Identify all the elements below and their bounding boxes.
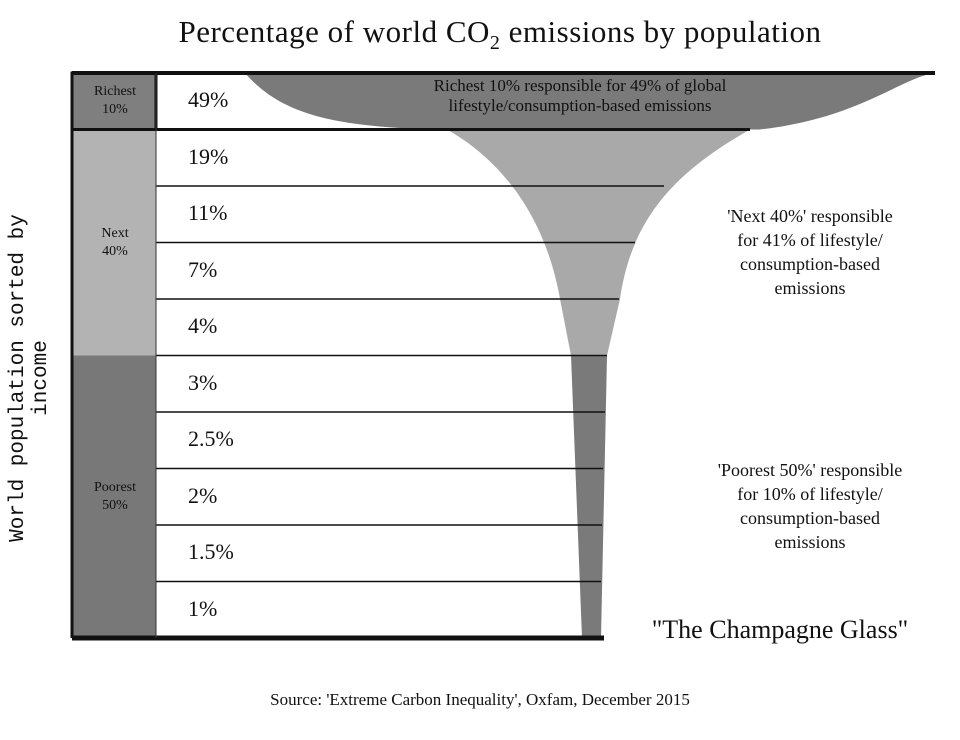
value-label: 3%	[188, 369, 218, 395]
annotation-line: for 41% of lifestyle/	[737, 230, 883, 250]
chart-title: Percentage of world CO2 emissions by pop…	[0, 14, 960, 55]
value-label: 19%	[188, 143, 229, 169]
value-label: 1%	[188, 595, 218, 621]
title-text-end: emissions by population	[500, 14, 822, 49]
annotation-line: emissions	[774, 278, 846, 298]
annotation-poorest: 'Poorest 50%' responsible for 10% of lif…	[670, 458, 950, 554]
group-label: Poorest 50%	[94, 479, 136, 513]
glass-stem	[571, 355, 607, 638]
value-label: 7%	[188, 256, 218, 282]
annotation-line: 'Poorest 50%' responsible	[717, 460, 903, 480]
annotation-richest: Richest 10% responsible for 49% of globa…	[300, 76, 860, 116]
value-label: 1.5%	[188, 539, 234, 564]
title-text: Percentage of world CO	[178, 14, 490, 49]
annotation-next: 'Next 40%' responsible for 41% of lifest…	[675, 204, 945, 300]
annotation-glass: "The Champagne Glass"	[651, 615, 909, 644]
value-label: 2.5%	[188, 426, 234, 451]
annotation-line: Richest 10% responsible for 49% of globa…	[433, 76, 727, 95]
annotation-line: consumption-based	[740, 254, 880, 274]
annotation-line: lifestyle/consumption-based emissions	[448, 96, 712, 115]
group-band	[72, 73, 156, 130]
value-label: 4%	[188, 313, 218, 338]
group-band	[72, 355, 156, 638]
group-band	[72, 129, 156, 356]
value-label: 2%	[188, 482, 218, 508]
annotation-line: 'Next 40%' responsible	[727, 206, 893, 226]
group-label: Richest 10%	[94, 84, 136, 118]
annotation-line: emissions	[774, 532, 846, 552]
value-label: 11%	[188, 200, 228, 225]
source-note: Source: 'Extreme Carbon Inequality', Oxf…	[270, 690, 690, 709]
title-subscript: 2	[489, 32, 501, 55]
annotation-line: consumption-based	[740, 508, 880, 528]
value-cell-bg	[156, 73, 246, 130]
group-label: Next 40%	[101, 225, 129, 259]
glass-bowl	[245, 73, 935, 130]
value-label: 49%	[188, 87, 229, 112]
annotation-line: for 10% of lifestyle/	[737, 484, 883, 504]
